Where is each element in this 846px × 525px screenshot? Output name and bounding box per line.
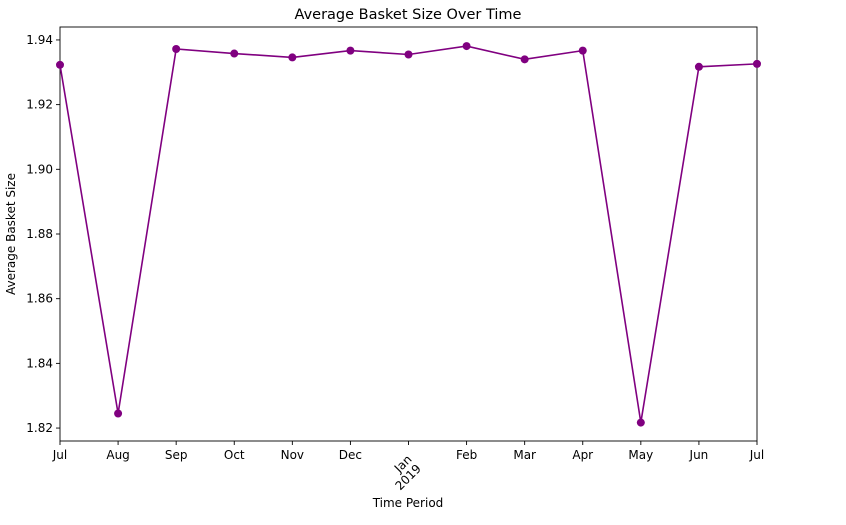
x-tick-label: Jun [689,448,709,462]
y-tick-label: 1.92 [26,98,53,112]
x-tick-label: Oct [224,448,245,462]
data-point [288,53,297,62]
y-tick-label: 1.94 [26,33,53,47]
x-tick-label: Sep [165,448,188,462]
data-point [636,418,645,427]
plot-frame [59,26,758,442]
x-tick-label: May [628,448,653,462]
x-tick-label: Apr [572,448,593,462]
chart-title: Average Basket Size Over Time [295,7,522,23]
x-tick-label: Mar [513,448,536,462]
data-point [520,55,529,64]
x-tick-label: Aug [106,448,129,462]
x-tick-label: Jul [52,448,67,462]
data-point [404,50,413,59]
x-axis-label: Time Period [372,496,444,510]
data-point [694,62,703,71]
data-point [753,59,761,68]
x-tick-label: Jan2019 [383,452,424,493]
data-point [578,46,587,55]
y-tick-label: 1.88 [26,227,53,241]
data-point [462,42,471,51]
x-tick-label: Jul [749,448,764,462]
data-point [56,60,64,69]
x-tick-label: Dec [339,448,362,462]
y-tick-label: 1.84 [26,356,53,370]
y-tick-label: 1.86 [26,292,53,306]
y-tick-label: 1.90 [26,162,53,176]
x-tick-label: Feb [456,448,477,462]
y-tick-label: 1.82 [26,421,53,435]
data-point [172,44,181,53]
series-line [59,45,758,423]
plot-area: 1.82 1.84 1.86 1.88 1.90 1.92 1.94 Jul Aug Sep Oct… [26,26,764,493]
data-point [230,49,239,58]
x-tick-label: Nov [281,448,304,462]
data-point [346,46,355,55]
data-point [114,409,123,418]
y-axis-label: Average Basket Size [4,173,18,295]
